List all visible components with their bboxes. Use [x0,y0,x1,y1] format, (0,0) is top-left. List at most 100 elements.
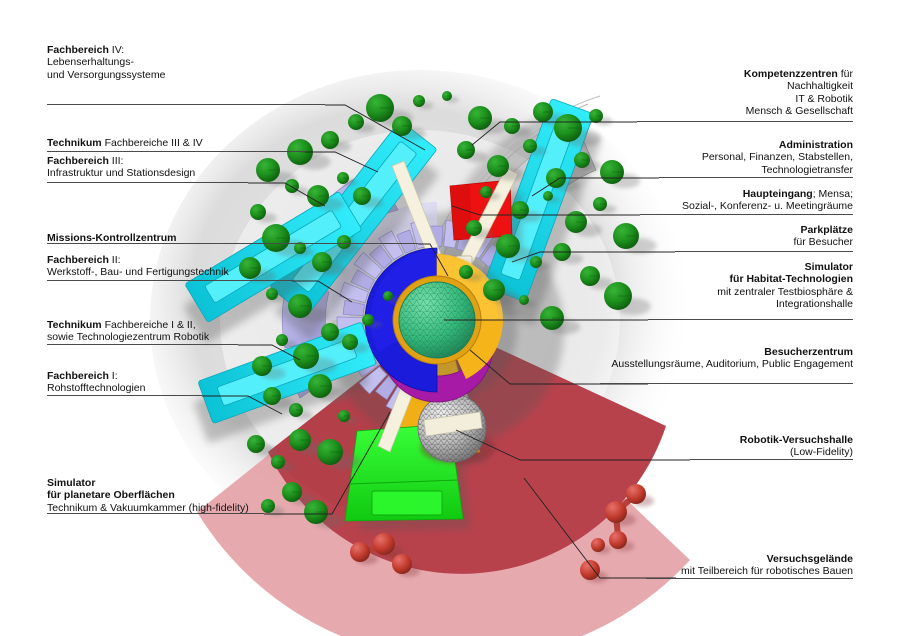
label-line: für planetare Oberflächen [47,489,249,501]
marker-ball [605,501,627,523]
label-line: für Habitat-Technologien [717,273,853,285]
label-line: Simulator [717,261,853,273]
label-rest: Rohstofftechnologien [47,382,146,395]
leader-missions-kontrollzentrum [418,243,449,277]
leader-robotik-versuchshalle [455,429,690,461]
label-line: Administration [702,139,853,151]
label-line: Missions-Kontrollzentrum [47,232,177,244]
rule-versuchsgelaende [646,578,853,579]
beige-walkway-sphere [423,411,483,437]
marker-ball [591,538,605,552]
label-line: mit zentraler Testbiosphäre & [717,286,853,298]
label-line: Simulator [47,477,249,489]
leader-parkplaetze [511,251,675,263]
label-line: Parkplätze [793,224,853,236]
label-line: Personal, Finanzen, Stabstellen, [702,151,853,163]
label-rest: Werkstoff-, Bau- und Fertigungstechnik [47,266,229,279]
label-parkplaetze: Parkplätze für Besucher [793,224,853,249]
rule-fachbereich-iv [47,104,325,105]
ring-petal [342,300,366,316]
tree-cluster [239,91,657,529]
label-rest: Infrastruktur und Stationsdesign [47,167,196,180]
label-rest: Sozial-, Konferenz- u. Meetingräume [682,200,853,213]
label-rest: Fachbereiche III & IV [101,137,203,149]
label-rest: für Besucher [793,236,853,249]
label-line: Sozial-, Konferenz- u. Meetingräume [682,200,853,212]
label-rest: und Versorgungssysteme [47,68,166,81]
marker-ball [609,531,627,549]
label-fachbereich-ii: Fachbereich II: Werkstoff-, Bau- und Fert… [47,254,229,279]
label-bold: Fachbereich [47,44,109,56]
leader-haupteingang [451,205,640,216]
leader-technikum-i-ii [238,344,301,361]
label-missions-kontrollzentrum: Missions-Kontrollzentrum [47,232,177,244]
label-simulator-planetare-oberflaechen: Simulator für planetare Oberflächen Techni… [47,477,249,514]
label-line: Technologietransfer [702,164,853,176]
leader-besucherzentrum [469,349,648,385]
label-rest: II: [108,254,121,266]
label-bold: Simulator [804,261,853,273]
label-line: und Versorgungssysteme [47,69,165,81]
marker-ball [392,554,412,574]
label-bold: Versuchsgelände [766,553,853,565]
label-line: Integrationshalle [717,298,853,310]
label-line: Fachbereich IV: [47,44,165,56]
label-versuchsgelaende: Versuchsgelände mit Teilbereich für robot… [681,553,853,578]
label-line: Rohstofftechnologien [47,382,145,394]
label-line: Besucherzentrum [611,346,853,358]
label-rest: Nachhaltigkeit [787,80,853,93]
label-rest: I: [108,370,118,382]
label-bold: Simulator [47,477,96,489]
rule-fachbereich-iii [47,182,248,183]
rule-fachbereich-ii [47,280,292,281]
label-line: Infrastruktur und Stationsdesign [47,167,195,179]
leader-administration [531,177,659,197]
label-line: Technikum Fachbereiche I & II, [47,319,209,331]
label-line: Fachbereich III: [47,155,195,167]
label-rest: IV: [108,44,125,56]
label-rest: IT & Robotik [795,92,853,105]
label-line: für Besucher [793,236,853,248]
label-bold: Missions-Kontrollzentrum [47,232,177,244]
label-line: Technikum Fachbereiche III & IV [47,137,203,149]
label-bold: Parkplätze [800,224,853,236]
label-rest: III: [108,155,124,167]
label-bold: Besucherzentrum [764,346,853,358]
label-fachbereich-iii: Fachbereich III: Infrastruktur und Statio… [47,155,195,180]
label-besucherzentrum: Besucherzentrum Ausstellungsräume, Audito… [611,346,853,371]
label-robotik-versuchshalle: Robotik-Versuchshalle (Low-Fidelity) [740,434,853,459]
ring-petal [396,229,417,254]
rule-robotik-versuchshalle [690,459,853,460]
robot-molecule-markers [350,484,654,583]
label-line: Fachbereich II: [47,254,229,266]
label-line: IT & Robotik [744,93,853,105]
leader-fachbereich-i [202,395,283,415]
central-hub [364,247,517,403]
label-rest: Integrationshalle [775,298,853,311]
label-rest: (Low-Fidelity) [789,446,853,459]
label-rest: Lebenserhaltungs- [47,56,134,69]
label-bold: Robotik-Versuchshalle [739,434,853,446]
leader-kompetenzzentren [471,121,637,146]
label-haupteingang: Haupteingang; Mensa; Sozial-, Konferenz- … [682,188,853,213]
label-rest: Fachbereiche I & II, [101,319,196,331]
label-bold: Fachbereich [47,254,109,266]
label-line: (Low-Fidelity) [740,446,853,458]
label-bold: Technikum [47,137,102,149]
label-bold: Fachbereich [47,370,109,382]
label-fachbereich-iv: Fachbereich IV: Lebenserhaltungs-und Vers… [47,44,165,81]
label-line: Kompetenzzentren für [744,68,853,80]
label-rest: Personal, Finanzen, Stabstellen, [701,151,853,164]
label-rest: ; Mensa; [812,188,853,200]
label-rest: Technikum & Vakuumkammer (high-fidelity) [47,501,249,514]
rule-kompetenzzentren [637,121,853,122]
rule-missions-kontrollzentrum [47,243,418,244]
marker-ball [626,484,646,504]
rule-haupteingang [640,214,853,215]
label-fachbereich-i: Fachbereich I: Rohstofftechnologien [47,370,145,395]
rule-simulator-planetare [47,513,264,514]
label-bold: Technikum [47,319,102,331]
rule-administration [659,177,853,178]
